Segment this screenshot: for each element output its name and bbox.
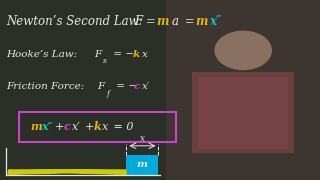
Text: Newton’s Second Law:: Newton’s Second Law: — [6, 15, 143, 28]
Text: +: + — [85, 122, 94, 132]
Text: F =: F = — [134, 15, 160, 28]
Text: x″: x″ — [210, 15, 222, 28]
Text: +: + — [55, 122, 64, 132]
Bar — [198, 77, 288, 149]
Ellipse shape — [214, 31, 272, 70]
Text: s: s — [103, 57, 107, 65]
Bar — [192, 72, 294, 153]
Text: m: m — [30, 121, 42, 132]
Text: m: m — [157, 15, 169, 28]
Text: m: m — [195, 15, 208, 28]
Text: Hooke’s Law:: Hooke’s Law: — [6, 50, 81, 59]
Text: F: F — [94, 50, 102, 59]
Text: x: x — [140, 134, 145, 143]
Text: x: x — [142, 50, 148, 59]
Text: x: x — [102, 122, 108, 132]
Text: m: m — [137, 160, 148, 169]
Text: x′: x′ — [72, 122, 81, 132]
Bar — [166, 0, 320, 180]
Text: =: = — [181, 15, 198, 28]
Text: c: c — [64, 121, 71, 132]
Text: f: f — [106, 90, 109, 98]
Text: x″: x″ — [41, 121, 52, 132]
Text: F: F — [98, 82, 105, 91]
Text: Friction Force:: Friction Force: — [6, 82, 88, 91]
Text: c: c — [134, 82, 140, 91]
Text: = −: = − — [113, 82, 137, 91]
Text: k: k — [93, 121, 101, 132]
Text: = 0: = 0 — [110, 122, 134, 132]
Text: k: k — [133, 50, 140, 59]
Bar — [126, 155, 158, 175]
Text: a: a — [171, 15, 178, 28]
Text: = −: = − — [110, 50, 134, 59]
Text: x′: x′ — [142, 82, 150, 91]
